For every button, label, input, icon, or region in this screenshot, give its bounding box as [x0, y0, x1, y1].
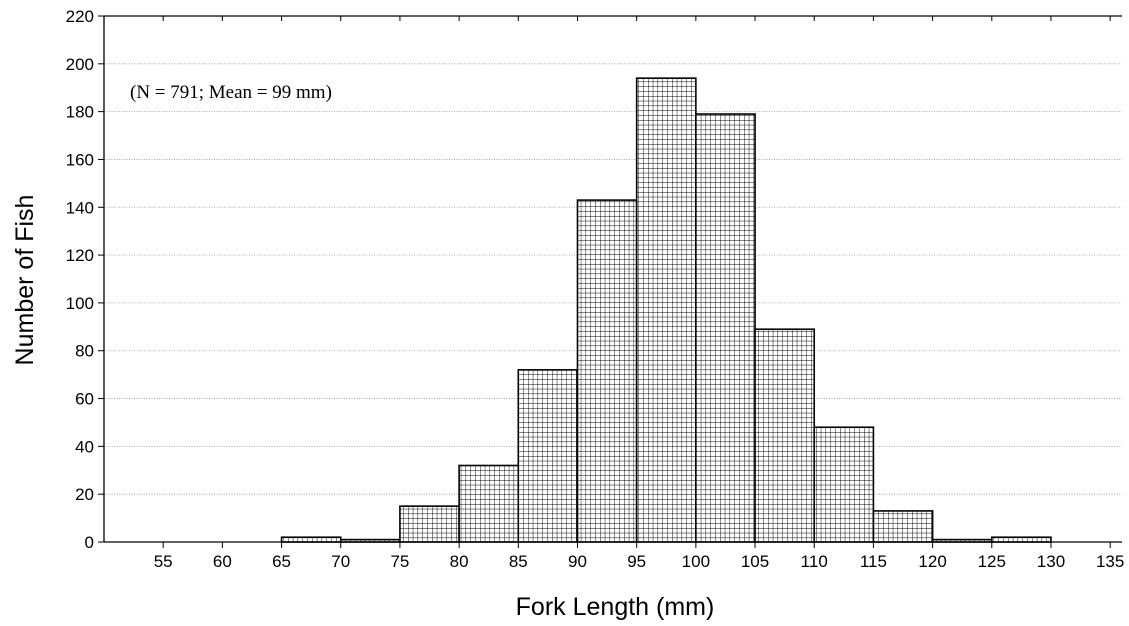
- bar-95-100: [635, 77, 697, 543]
- y-tick-label-80: 80: [75, 342, 94, 361]
- x-tick-label-80: 80: [450, 552, 469, 571]
- bar-110-115: [813, 426, 875, 543]
- y-tick-label-20: 20: [75, 485, 94, 504]
- bar-65-70: [280, 536, 342, 543]
- bar-100-105: [695, 113, 756, 543]
- x-axis-ticks: 55 60 65 70 75 80 85 90 95 100 105 110 115 120 125 130 1…: [154, 16, 1124, 571]
- bar-75-80: [399, 505, 460, 543]
- x-tick-label-125: 125: [978, 552, 1006, 571]
- x-tick-label-75: 75: [390, 552, 409, 571]
- bar-80-85: [458, 464, 520, 543]
- y-tick-label-160: 160: [66, 150, 94, 169]
- x-tick-label-110: 110: [801, 552, 828, 571]
- x-tick-label-70: 70: [331, 552, 350, 571]
- bars: [280, 77, 1052, 543]
- y-tick-label-60: 60: [75, 390, 94, 409]
- y-tick-label-200: 200: [66, 55, 94, 74]
- x-tick-label-95: 95: [627, 552, 646, 571]
- x-tick-label-100: 100: [682, 552, 710, 571]
- x-tick-label-85: 85: [509, 552, 528, 571]
- x-tick-label-65: 65: [272, 552, 291, 571]
- chart-annotation: (N = 791; Mean = 99 mm): [130, 82, 332, 103]
- bar-105-110: [754, 328, 816, 543]
- x-tick-label-105: 105: [741, 552, 769, 571]
- x-tick-label-135: 135: [1096, 552, 1124, 571]
- x-tick-label-60: 60: [213, 552, 232, 571]
- bar-115-120: [872, 510, 934, 543]
- bar-85-90: [517, 369, 579, 543]
- x-tick-label-55: 55: [154, 552, 173, 571]
- x-tick-label-90: 90: [568, 552, 587, 571]
- y-axis-ticks: 0 20 40 60 80 100 120 140 160 180 200 220: [66, 7, 104, 552]
- x-tick-label-130: 130: [1037, 552, 1065, 571]
- y-tick-label-40: 40: [75, 437, 94, 456]
- y-tick-label-120: 120: [66, 246, 94, 265]
- x-axis-title: Fork Length (mm): [516, 593, 715, 621]
- y-tick-label-140: 140: [66, 198, 94, 217]
- y-tick-label-180: 180: [66, 103, 94, 122]
- x-tick-label-120: 120: [918, 552, 946, 571]
- bar-90-95: [576, 199, 638, 543]
- y-tick-label-0: 0: [85, 533, 94, 552]
- x-tick-label-115: 115: [860, 552, 887, 571]
- y-tick-label-100: 100: [66, 294, 94, 313]
- axes: [103, 15, 1122, 543]
- y-axis-title: Number of Fish: [11, 195, 39, 366]
- y-tick-label-220: 220: [66, 7, 94, 26]
- bar-125-130: [990, 536, 1052, 543]
